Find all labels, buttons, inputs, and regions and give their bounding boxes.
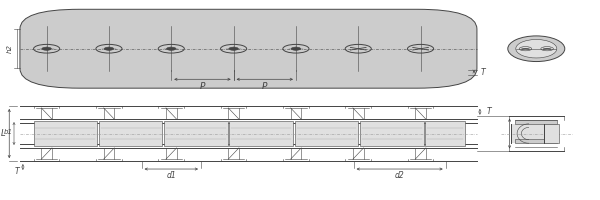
Bar [34, 121, 97, 146]
Bar [515, 139, 557, 143]
Text: b1: b1 [4, 129, 13, 135]
Bar [229, 121, 293, 146]
Text: d1: d1 [166, 171, 176, 180]
Text: P: P [262, 82, 268, 91]
Bar [511, 124, 544, 143]
Bar [360, 121, 424, 146]
Text: T: T [14, 167, 19, 176]
Circle shape [167, 47, 176, 50]
Circle shape [42, 47, 52, 50]
Text: P: P [200, 82, 205, 91]
Text: h2: h2 [6, 44, 12, 53]
Bar [164, 121, 227, 146]
Bar [295, 121, 358, 146]
Bar [515, 120, 557, 124]
Text: T: T [481, 68, 486, 77]
Bar [544, 124, 559, 143]
FancyBboxPatch shape [20, 9, 477, 88]
Text: d2: d2 [395, 171, 404, 180]
Bar [99, 121, 163, 146]
Circle shape [229, 47, 238, 50]
Ellipse shape [508, 36, 565, 62]
Circle shape [291, 47, 301, 50]
Text: L: L [1, 129, 5, 138]
Text: Lc: Lc [517, 129, 525, 138]
Circle shape [104, 47, 114, 50]
Bar [425, 121, 465, 146]
Text: T: T [487, 107, 491, 116]
Ellipse shape [516, 39, 557, 58]
